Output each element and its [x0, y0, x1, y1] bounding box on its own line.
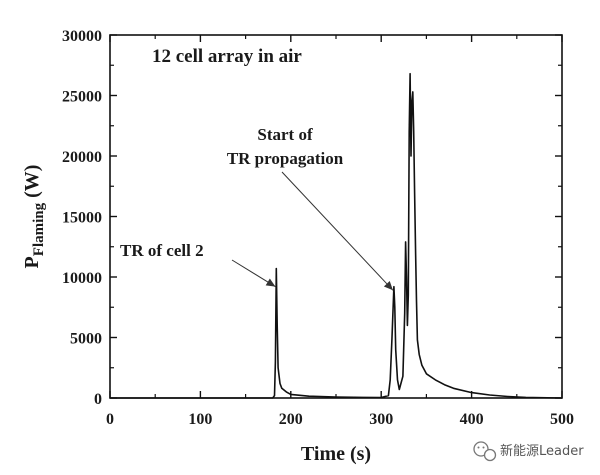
y-tick-label: 15000: [62, 210, 102, 227]
x-tick-label: 400: [460, 411, 484, 428]
y-axis-title-sub: Flaming: [31, 202, 47, 256]
y-tick-label: 20000: [62, 149, 102, 166]
plot-frame: [109, 34, 563, 399]
annotation-label: TR of cell 2: [120, 241, 204, 260]
x-tick-label: 200: [279, 411, 303, 428]
x-tick-label: 500: [550, 411, 574, 428]
x-tick-labels: 0 100 200 300 400 500: [106, 411, 574, 428]
annotation-arrow-head: [383, 281, 393, 291]
y-axis-title-unit: (W): [21, 165, 43, 203]
annotations: TR of cell 2 Start of TR propagation: [120, 125, 394, 291]
annotation-label: TR propagation: [227, 149, 344, 168]
y-tick-label: 0: [94, 391, 102, 408]
y-axis-title: PFlaming (W): [21, 165, 47, 269]
watermark-text: 新能源Leader: [500, 443, 584, 459]
flaming-power-line: [110, 72, 563, 399]
x-tick-label: 100: [188, 411, 212, 428]
annotation-label: Start of: [257, 125, 313, 144]
annotation-arrow-head: [265, 278, 276, 287]
y-tick-label: 5000: [70, 331, 102, 348]
y-tick-label: 25000: [62, 89, 102, 106]
y-tick-label: 10000: [62, 270, 102, 287]
tick-marks: [109, 34, 563, 399]
y-axis-title-main: P: [21, 256, 43, 268]
x-axis-title: Time (s): [301, 443, 371, 465]
y-tick-labels: 0 5000 10000 15000 20000 25000 30000: [62, 28, 102, 408]
x-tick-label: 0: [106, 411, 114, 428]
y-tick-label: 30000: [62, 28, 102, 45]
chart-title: 12 cell array in air: [152, 46, 302, 67]
annotation-arrow-line: [281, 171, 394, 291]
watermark: 新能源Leader: [473, 441, 584, 462]
x-tick-label: 300: [369, 411, 393, 428]
wechat-icon: [473, 441, 497, 462]
